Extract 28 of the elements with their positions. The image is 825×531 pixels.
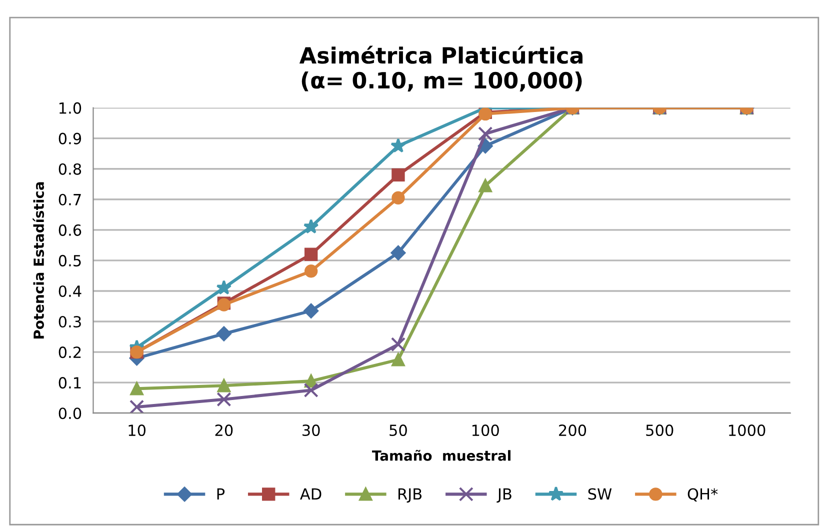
y-tick-label: 0.7 [58, 194, 81, 206]
y-tick-label: 0.5 [58, 254, 81, 266]
legend-label: QH* [688, 488, 718, 502]
y-tick-label: 0.3 [58, 316, 81, 328]
x-tick-label: 200 [559, 424, 586, 436]
y-tick-label: 0.2 [58, 346, 81, 358]
legend-label: SW [588, 488, 612, 500]
x-tick-label: 30 [302, 424, 320, 436]
x-tick-label: 50 [390, 424, 407, 436]
legend-label: RJB [398, 488, 422, 503]
y-tick-label: 0.9 [58, 132, 82, 144]
legend-label: JB [496, 488, 512, 503]
legend-label: P [217, 488, 225, 500]
y-tick-label: 0.1 [58, 377, 81, 389]
y-axis-title: Potencia Estadística [32, 182, 44, 338]
chart-title: Asimétrica Platicúrtica (α= 0.10, m= 100,000) [299, 46, 582, 92]
legend-label: AD [300, 488, 322, 500]
y-tick-label: 0.8 [58, 163, 82, 175]
y-tick-label: 0.6 [58, 224, 82, 236]
x-tick-label: 1000 [729, 424, 766, 436]
x-axis-title: Tamaño muestral [372, 450, 510, 461]
x-tick-label: 500 [646, 424, 674, 436]
x-tick-label: 20 [215, 424, 233, 436]
y-tick-label: 1.0 [59, 102, 82, 114]
x-tick-label: 100 [472, 424, 499, 436]
y-tick-label: 0.4 [58, 285, 82, 298]
y-tick-label: 0.0 [58, 408, 82, 420]
x-tick-label: 10 [128, 424, 146, 436]
